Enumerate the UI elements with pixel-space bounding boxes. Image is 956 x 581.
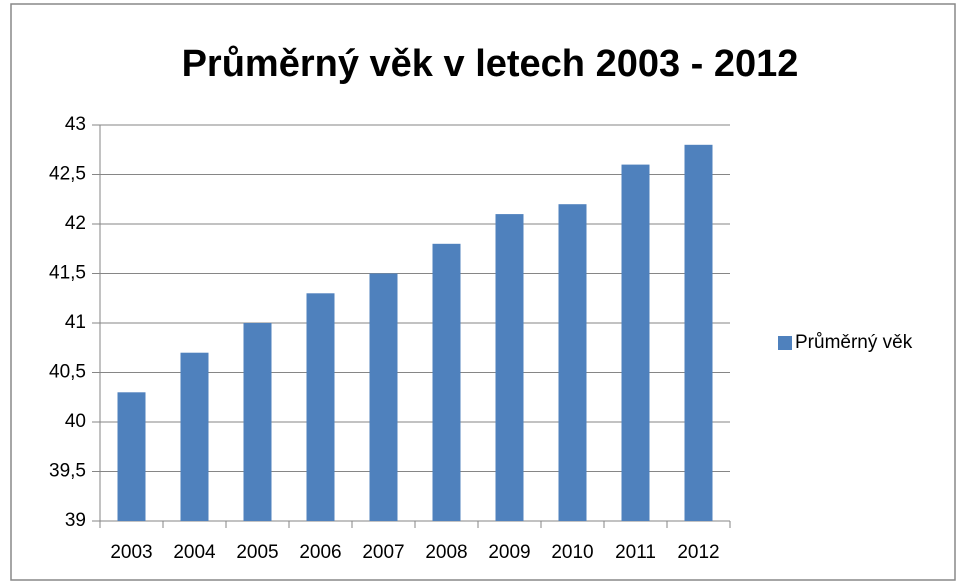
x-tick-label: 2007 bbox=[362, 542, 404, 563]
x-tick-label: 2008 bbox=[425, 542, 467, 563]
y-tick-label: 40,5 bbox=[49, 362, 86, 383]
y-tick-label: 40 bbox=[65, 411, 86, 432]
chart-title: Průměrný věk v letech 2003 - 2012 bbox=[182, 43, 799, 85]
x-tick-label: 2004 bbox=[173, 542, 216, 563]
y-tick-label: 39,5 bbox=[49, 461, 86, 482]
bar bbox=[684, 144, 713, 522]
legend-label: Průměrný věk bbox=[795, 332, 913, 353]
x-tick-label: 2010 bbox=[551, 542, 593, 563]
y-tick-label: 43 bbox=[65, 114, 86, 135]
x-tick-label: 2011 bbox=[615, 542, 656, 563]
x-tick-label: 2006 bbox=[299, 542, 341, 563]
x-tick-label: 2012 bbox=[677, 542, 719, 563]
bar bbox=[117, 392, 146, 521]
x-tick-label: 2005 bbox=[236, 542, 278, 563]
y-tick-label: 39 bbox=[65, 510, 86, 531]
bar bbox=[243, 323, 272, 521]
bar bbox=[495, 214, 524, 521]
y-tick-label: 42 bbox=[65, 213, 86, 234]
bar bbox=[306, 293, 335, 521]
bar bbox=[180, 352, 209, 521]
y-tick-label: 42,5 bbox=[49, 164, 86, 185]
x-tick-label: 2009 bbox=[488, 542, 530, 563]
bar bbox=[621, 164, 650, 521]
x-tick-label: 2003 bbox=[110, 542, 152, 563]
bar bbox=[369, 273, 398, 521]
chart-border bbox=[10, 3, 956, 581]
y-tick-label: 41,5 bbox=[49, 263, 86, 284]
bar bbox=[432, 243, 461, 522]
bar bbox=[558, 204, 587, 521]
legend-swatch bbox=[778, 336, 792, 350]
y-tick-label: 41 bbox=[65, 312, 86, 333]
